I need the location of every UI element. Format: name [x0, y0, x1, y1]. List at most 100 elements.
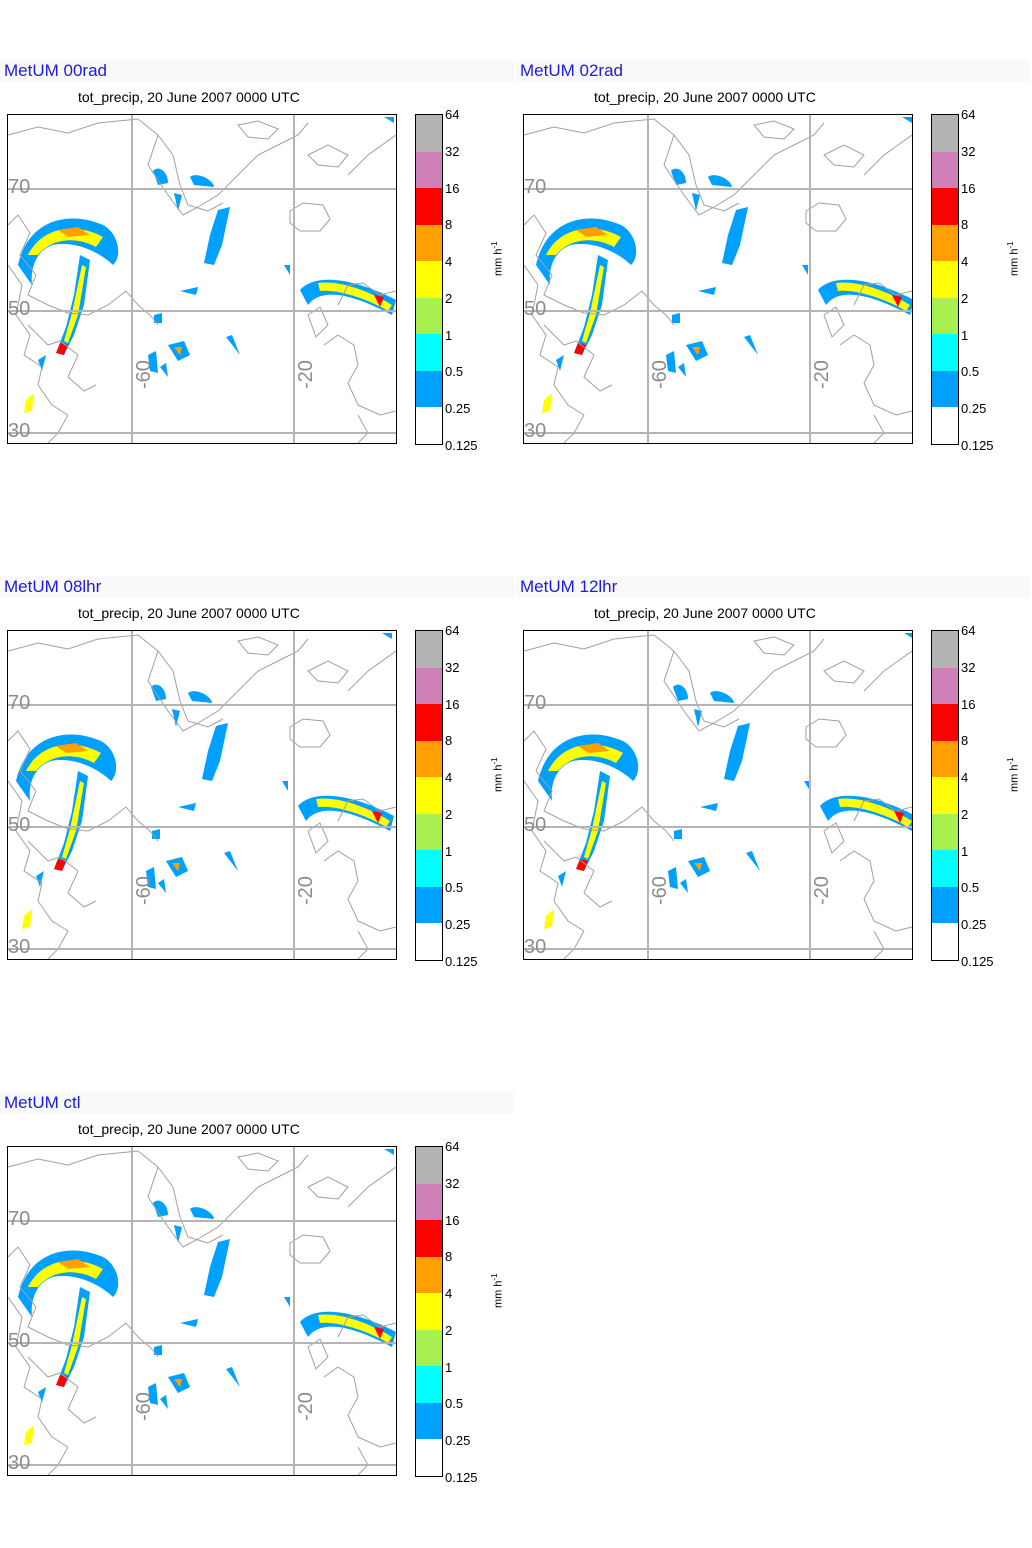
precip-area	[316, 798, 390, 827]
map-canvas	[8, 115, 396, 443]
coastline	[307, 660, 349, 684]
precip-area	[576, 859, 588, 871]
precip-area	[160, 1395, 168, 1409]
colorbar-segment	[416, 261, 442, 299]
colorbar-segment	[416, 813, 442, 851]
colorbar-unit-label: mm h-1	[490, 1273, 505, 1308]
precip-map: 70 50 30 -60 -20	[7, 630, 397, 960]
precip-area	[180, 287, 198, 295]
colorbar-tick-label: 32	[961, 659, 976, 675]
precip-area	[542, 393, 552, 413]
coastline	[289, 202, 331, 232]
colorbar-tick-label: 0.25	[445, 917, 471, 933]
precip-area	[668, 867, 678, 889]
colorbar-segment	[416, 1329, 442, 1367]
coastline	[47, 414, 69, 443]
coastline	[524, 634, 825, 732]
precip-area	[151, 684, 166, 701]
coastline	[27, 1356, 97, 1424]
precip-area	[694, 709, 702, 727]
precip-area	[148, 1383, 158, 1405]
coastline	[8, 214, 159, 326]
precip-area	[180, 1319, 198, 1327]
precip-area	[284, 265, 290, 275]
longitude-label: -20	[295, 1392, 317, 1421]
panel-title: MetUM 02rad	[520, 61, 623, 80]
coastline	[524, 780, 585, 932]
precip-area	[64, 265, 86, 343]
colorbar-segment	[932, 151, 958, 189]
precip-area	[154, 313, 162, 323]
precip-area	[556, 355, 564, 371]
coastline	[307, 1176, 349, 1200]
precip-area	[382, 633, 392, 639]
coastline	[307, 306, 329, 338]
precip-map: 70 50 30 -60 -20	[523, 630, 913, 960]
panel-08lhr: MetUM 08lhr tot_precip, 20 June 2007 000…	[0, 576, 514, 976]
colorbar-segment	[416, 1256, 442, 1294]
panel-header	[0, 60, 514, 82]
precip-map: 70 50 30 -60 -20	[7, 114, 397, 444]
precip-area	[174, 1225, 182, 1243]
coastline	[823, 822, 845, 854]
colorbar-tick-label: 0.5	[445, 364, 464, 380]
colorbar-segment	[932, 370, 958, 408]
precip-area	[708, 175, 732, 187]
colorbar-tick-label: 1	[961, 843, 969, 859]
precip-area	[558, 871, 566, 887]
precip-area	[692, 347, 700, 355]
coastline	[347, 134, 396, 176]
coastline	[323, 850, 396, 932]
precip-area	[722, 207, 748, 265]
colorbar-segment	[416, 224, 442, 262]
precip-area	[153, 168, 168, 185]
longitude-label: -20	[295, 360, 317, 389]
colorbar-segment	[416, 151, 442, 189]
coastline	[357, 930, 369, 959]
panel-title: MetUM ctl	[4, 1093, 81, 1112]
colorbar-tick-label: 8	[445, 217, 453, 233]
coastline	[157, 134, 224, 212]
precip-area	[318, 282, 392, 311]
colorbar-segment	[932, 813, 958, 851]
precip-area	[22, 909, 32, 929]
coastline	[8, 1246, 159, 1358]
precip-area	[62, 781, 84, 859]
latitude-label: 70	[524, 692, 547, 714]
precip-area	[58, 1259, 90, 1269]
coastline	[237, 636, 279, 656]
colorbar-segment	[416, 297, 442, 335]
panel-02rad: MetUM 02rad tot_precip, 20 June 2007 000…	[516, 60, 1030, 460]
colorbar-segment	[416, 1183, 442, 1221]
map-subtitle: tot_precip, 20 June 2007 0000 UTC	[78, 605, 300, 621]
precip-area	[226, 1367, 240, 1387]
panel-title: MetUM 00rad	[4, 61, 107, 80]
coastline	[337, 1314, 396, 1338]
precip-area	[544, 909, 554, 929]
precip-area	[374, 295, 384, 307]
colorbar-segment	[932, 115, 958, 153]
precip-area	[284, 1297, 290, 1307]
colorbar-segment	[932, 224, 958, 262]
coastline	[8, 1150, 309, 1248]
precip-area	[24, 1425, 34, 1445]
latitude-label: 50	[8, 1330, 31, 1352]
precip-area	[904, 633, 912, 638]
colorbar-tick-label: 64	[445, 1139, 460, 1154]
colorbar	[931, 114, 959, 445]
precip-area	[746, 851, 760, 871]
coastline	[47, 1446, 69, 1475]
coastline	[47, 930, 69, 959]
latitude-label: 30	[524, 936, 547, 958]
colorbar	[415, 114, 443, 445]
colorbar-tick-label: 16	[445, 1212, 460, 1228]
precip-area	[692, 193, 700, 211]
coastline	[524, 214, 675, 326]
precip-area	[152, 829, 160, 839]
colorbar-segment	[932, 297, 958, 335]
colorbar	[415, 1146, 443, 1477]
coastline	[863, 134, 912, 176]
colorbar-segment	[932, 704, 958, 742]
colorbar-tick-label: 32	[445, 659, 460, 675]
colorbar-unit-label: mm h-1	[490, 241, 505, 276]
